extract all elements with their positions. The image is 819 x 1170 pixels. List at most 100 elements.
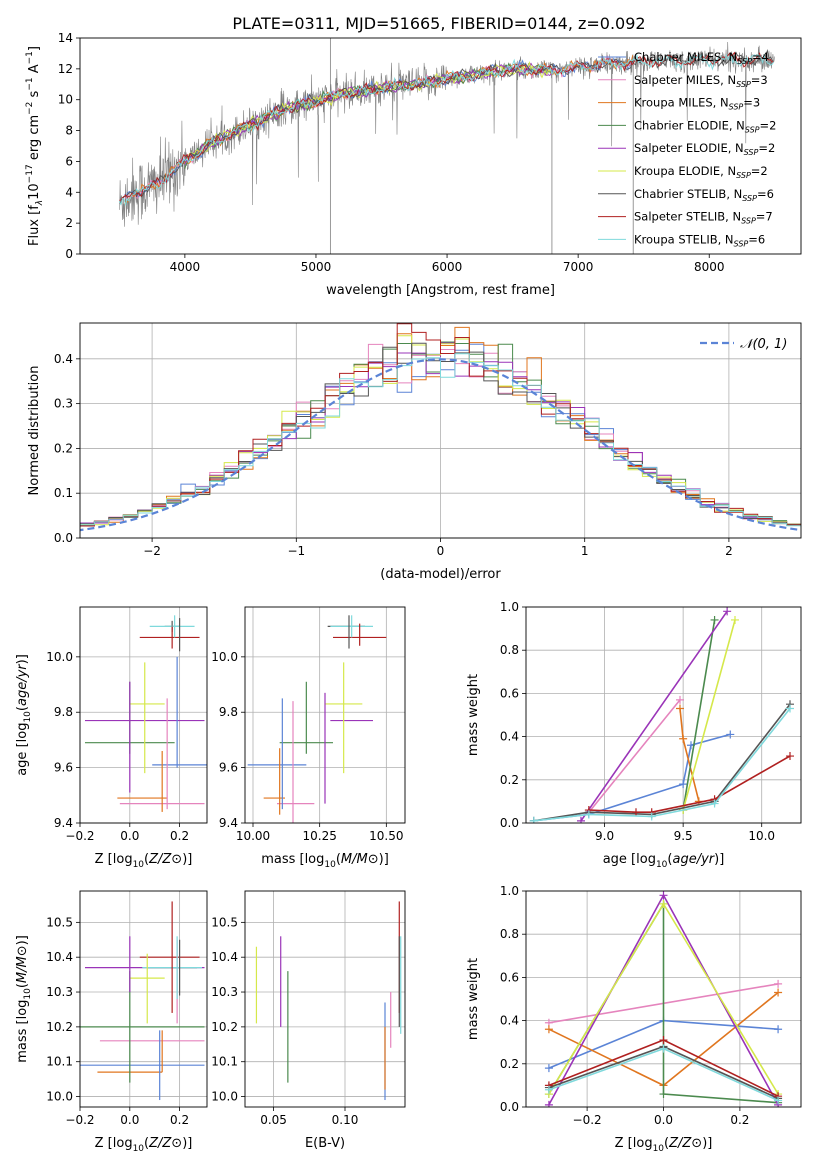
series-line-kroupa-elodie — [682, 619, 736, 811]
y-tick-label: 10.4 — [46, 950, 73, 964]
x-tick-label: 8000 — [694, 260, 725, 274]
x-tick-label: −2 — [143, 544, 161, 558]
x-tick-label: −0.2 — [573, 1113, 602, 1127]
y-tick-label: 10.5 — [211, 915, 238, 929]
x-tick-label: 0.05 — [260, 1113, 287, 1127]
axes-frame — [525, 606, 802, 824]
data-point-marker — [584, 810, 593, 819]
x-tick-label: 10.25 — [302, 829, 336, 843]
data-point-marker — [786, 704, 794, 713]
legend-label: 𝒩(0, 1) — [740, 337, 787, 352]
plot-area-mass_vs_EBV — [255, 901, 402, 1101]
x-tick-label: 10.0 — [748, 829, 775, 843]
data-point-marker — [774, 988, 783, 997]
y-tick-label: 1.0 — [500, 884, 519, 898]
data-point-marker — [710, 799, 719, 808]
y-tick-label: 9.6 — [54, 761, 73, 775]
legend-label: Kroupa MILES, NSSP=3 — [634, 96, 760, 112]
data-point-marker — [659, 1036, 668, 1045]
y-tick-label: 0.8 — [500, 927, 519, 941]
histogram-kroupa-stelib — [80, 353, 801, 528]
axes-spectrum: 4000 5000 6000 7000 8000 0 2 4 6 8 10 12 14 wavelengt… — [25, 31, 802, 298]
y-tick-label: 10.0 — [211, 1090, 238, 1104]
y-tick-label: 10.3 — [211, 985, 238, 999]
plot-area-age_vs_mass — [247, 615, 387, 823]
legend-label: Chabrier STELIB, NSSP=6 — [634, 187, 774, 203]
x-tick-label: 6000 — [432, 260, 463, 274]
y-tick-label: 0.0 — [500, 816, 519, 830]
x-axis-label: mass [log10(M/M⊙)] — [261, 852, 389, 870]
axes-frame — [79, 606, 208, 824]
legend-label: Salpeter STELIB, NSSP=7 — [634, 210, 773, 226]
x-tick-label: 0.0 — [120, 1113, 139, 1127]
data-point-marker — [529, 816, 538, 823]
data-point-marker — [544, 1100, 553, 1107]
model-line-chabrier-elodie — [184, 62, 552, 170]
figure-title: PLATE=0311, MJD=51665, FIBERID=0144, z=0… — [232, 14, 645, 33]
x-tick-label: 0 — [437, 544, 445, 558]
normal-curve — [80, 358, 801, 532]
series-line-kroupa-stelib — [533, 708, 791, 822]
y-tick-label: 4 — [65, 185, 73, 199]
y-axis-label: mass weight — [466, 674, 481, 756]
y-tick-label: 1.0 — [500, 600, 519, 614]
plot-area-residuals — [80, 323, 801, 532]
y-tick-label: 0.0 — [500, 1100, 519, 1114]
data-point-marker — [659, 891, 668, 900]
series-line-salpeter-miles — [588, 699, 681, 813]
x-axis-label: wavelength [Angstrom, rest frame] — [326, 283, 555, 298]
data-point-marker — [632, 808, 640, 817]
data-point-marker — [679, 780, 688, 789]
x-tick-label: 7000 — [563, 260, 594, 274]
x-tick-label: 9.0 — [595, 829, 614, 843]
y-tick-label: 10 — [58, 93, 73, 107]
x-tick-label: 10.00 — [236, 829, 270, 843]
y-tick-label: 0 — [65, 247, 73, 261]
axes-age_vs_mass: 10.00 10.25 10.50 9.4 9.6 9.8 10.0 mass [log10(… — [211, 606, 406, 870]
x-tick-label: 0.10 — [332, 1113, 359, 1127]
legend-label: Chabrier ELODIE, NSSP=2 — [634, 118, 776, 134]
data-point-marker — [786, 752, 794, 761]
y-tick-label: 10.0 — [46, 650, 73, 664]
model-line-kroupa-elodie — [184, 61, 552, 162]
axes-frame — [79, 37, 802, 255]
y-tick-label: 0.4 — [54, 352, 73, 366]
x-tick-label: 9.5 — [674, 829, 693, 843]
data-point-marker — [676, 695, 684, 704]
legend: Chabrier MILES, NSSP=4 Salpeter MILES, NS… — [598, 50, 776, 248]
x-axis-label: Z [log10(Z/Z⊙)] — [95, 1136, 193, 1154]
x-axis-label: (data-model)/error — [380, 567, 501, 582]
axes-frame — [79, 322, 802, 539]
data-point-marker — [774, 1025, 783, 1034]
y-tick-label: 8 — [65, 124, 73, 138]
y-axis-label: mass [log10(M/M⊙)] — [15, 935, 33, 1063]
y-axis-label: mass weight — [466, 958, 481, 1040]
y-tick-label: 10.1 — [211, 1055, 238, 1069]
plot-area-age_vs_Z — [84, 615, 207, 812]
y-tick-label: 0.6 — [500, 970, 519, 984]
plot-area-mass_vs_Z — [80, 901, 205, 1101]
plot-area-massweight_vs_age — [529, 607, 794, 823]
x-tick-label: 4000 — [170, 260, 201, 274]
plot-area-massweight_vs_Z — [544, 891, 783, 1107]
y-tick-label: 2 — [65, 216, 73, 230]
y-axis-label: Flux [fλ10−17 erg cm−2 s−1 A−1] — [25, 46, 45, 246]
y-tick-label: 10.2 — [46, 1020, 73, 1034]
y-tick-label: 10.3 — [46, 985, 73, 999]
y-tick-label: 0.4 — [500, 730, 519, 744]
x-axis-label: Z [log10(Z/Z⊙)] — [95, 852, 193, 870]
x-tick-label: 2 — [725, 544, 733, 558]
axes-massweight_vs_age: 9.0 9.5 10.0 0.0 0.2 0.4 0.6 0.8 1.0 age [log10(a… — [466, 600, 802, 870]
legend-label: Kroupa ELODIE, NSSP=2 — [634, 164, 768, 180]
y-tick-label: 9.8 — [54, 705, 73, 719]
y-tick-label: 9.4 — [219, 816, 238, 830]
axes-mass_vs_EBV: 0.05 0.10 10.0 10.1 10.2 10.3 10.4 10.5 E(B-V) — [211, 890, 406, 1151]
data-point-marker — [659, 1090, 668, 1099]
y-tick-label: 14 — [58, 31, 73, 45]
y-tick-label: 10.2 — [211, 1020, 238, 1034]
x-axis-label: Z [log10(Z/Z⊙)] — [615, 1136, 713, 1154]
y-tick-label: 12 — [58, 62, 73, 76]
data-point-marker — [659, 1044, 668, 1053]
y-tick-label: 0.6 — [500, 686, 519, 700]
